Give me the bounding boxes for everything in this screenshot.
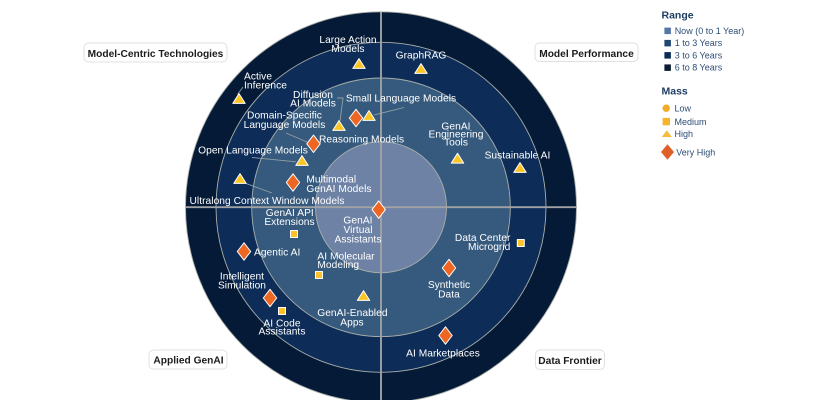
svg-text:Open Language Models: Open Language Models	[198, 145, 308, 156]
svg-text:Ultralong Context Window Model: Ultralong Context Window Models	[190, 196, 345, 207]
svg-text:Agentic AI: Agentic AI	[254, 247, 300, 258]
svg-text:Very High: Very High	[676, 148, 715, 158]
svg-text:Data Frontier: Data Frontier	[538, 356, 601, 367]
svg-text:Model Performance: Model Performance	[539, 49, 634, 60]
svg-text:Mass: Mass	[662, 85, 688, 97]
svg-text:3 to 6 Years: 3 to 6 Years	[675, 50, 723, 60]
svg-text:Now (0 to 1 Year): Now (0 to 1 Year)	[675, 26, 745, 36]
svg-text:1 to 3 Years: 1 to 3 Years	[675, 38, 723, 48]
svg-text:GraphRAG: GraphRAG	[396, 51, 447, 62]
svg-text:6 to 8 Years: 6 to 8 Years	[675, 63, 723, 73]
svg-text:Model-Centric Technologies: Model-Centric Technologies	[88, 49, 224, 60]
svg-text:Applied GenAI: Applied GenAI	[153, 355, 223, 366]
svg-text:Low: Low	[675, 103, 692, 113]
svg-text:Small Language Models: Small Language Models	[346, 94, 456, 105]
svg-text:Medium: Medium	[675, 117, 707, 127]
svg-text:Range: Range	[662, 10, 694, 22]
svg-text:High: High	[675, 129, 694, 139]
svg-text:Sustainable AI: Sustainable AI	[485, 150, 551, 161]
svg-text:AI Marketplaces: AI Marketplaces	[406, 348, 480, 359]
svg-text:Reasoning Models: Reasoning Models	[319, 134, 404, 145]
